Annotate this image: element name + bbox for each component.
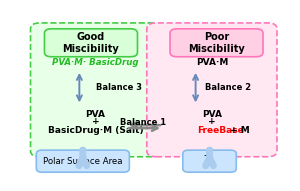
Text: Balance 3: Balance 3 <box>96 83 142 92</box>
FancyBboxPatch shape <box>44 29 137 57</box>
Text: BasicDrug·M (Salt): BasicDrug·M (Salt) <box>48 126 143 135</box>
Text: Polar Surface Area: Polar Surface Area <box>43 157 123 166</box>
Text: $T_{\mathrm{g}}$: $T_{\mathrm{g}}$ <box>203 154 216 168</box>
Text: Good
Miscibility: Good Miscibility <box>63 32 119 53</box>
Text: +: + <box>92 117 99 126</box>
FancyBboxPatch shape <box>36 150 129 172</box>
Text: + M: + M <box>230 126 250 135</box>
Text: PVA: PVA <box>85 110 106 119</box>
Text: PVA·M: PVA·M <box>196 58 228 67</box>
Text: Poor
Miscibility: Poor Miscibility <box>188 32 245 53</box>
FancyBboxPatch shape <box>31 23 161 157</box>
Text: Balance 1: Balance 1 <box>120 118 167 127</box>
Text: PVA·M· BasicDrug: PVA·M· BasicDrug <box>52 58 139 67</box>
Text: Balance 2: Balance 2 <box>205 83 251 92</box>
Text: FreeBase: FreeBase <box>197 126 244 135</box>
FancyBboxPatch shape <box>170 29 263 57</box>
Text: +: + <box>208 117 216 126</box>
FancyBboxPatch shape <box>183 150 236 172</box>
Text: PVA: PVA <box>202 110 222 119</box>
FancyBboxPatch shape <box>147 23 277 157</box>
